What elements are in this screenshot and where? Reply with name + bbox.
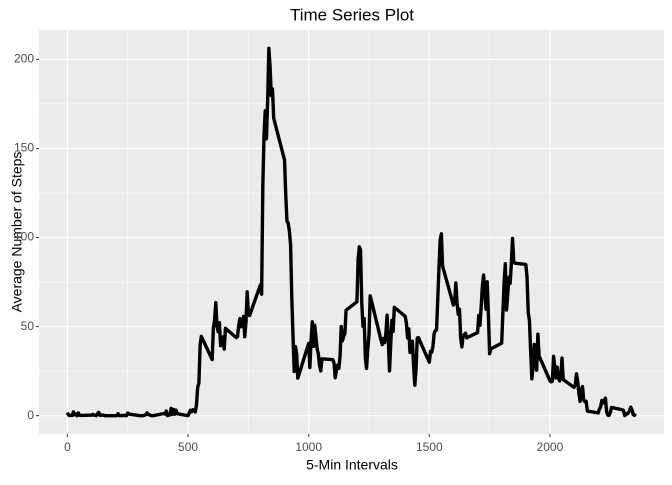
x-axis-label: 5-Min Intervals xyxy=(306,457,398,473)
y-axis-label: Average Number of Steps xyxy=(9,152,25,313)
x-tick-label: 1000 xyxy=(295,440,322,454)
x-tick-label: 1500 xyxy=(416,440,443,454)
series-line xyxy=(65,46,637,418)
y-tick-label: 150 xyxy=(14,141,34,155)
y-tick-label: 200 xyxy=(14,52,34,66)
plot-panel xyxy=(39,30,664,434)
x-tick-label: 0 xyxy=(64,440,71,454)
y-tick-label: 100 xyxy=(14,230,34,244)
x-tick-label: 2000 xyxy=(537,440,564,454)
y-tick-label: 50 xyxy=(21,319,35,333)
x-tick-label: 500 xyxy=(178,440,198,454)
y-tick-label: 0 xyxy=(27,408,34,422)
chart-title: Time Series Plot xyxy=(290,5,414,24)
